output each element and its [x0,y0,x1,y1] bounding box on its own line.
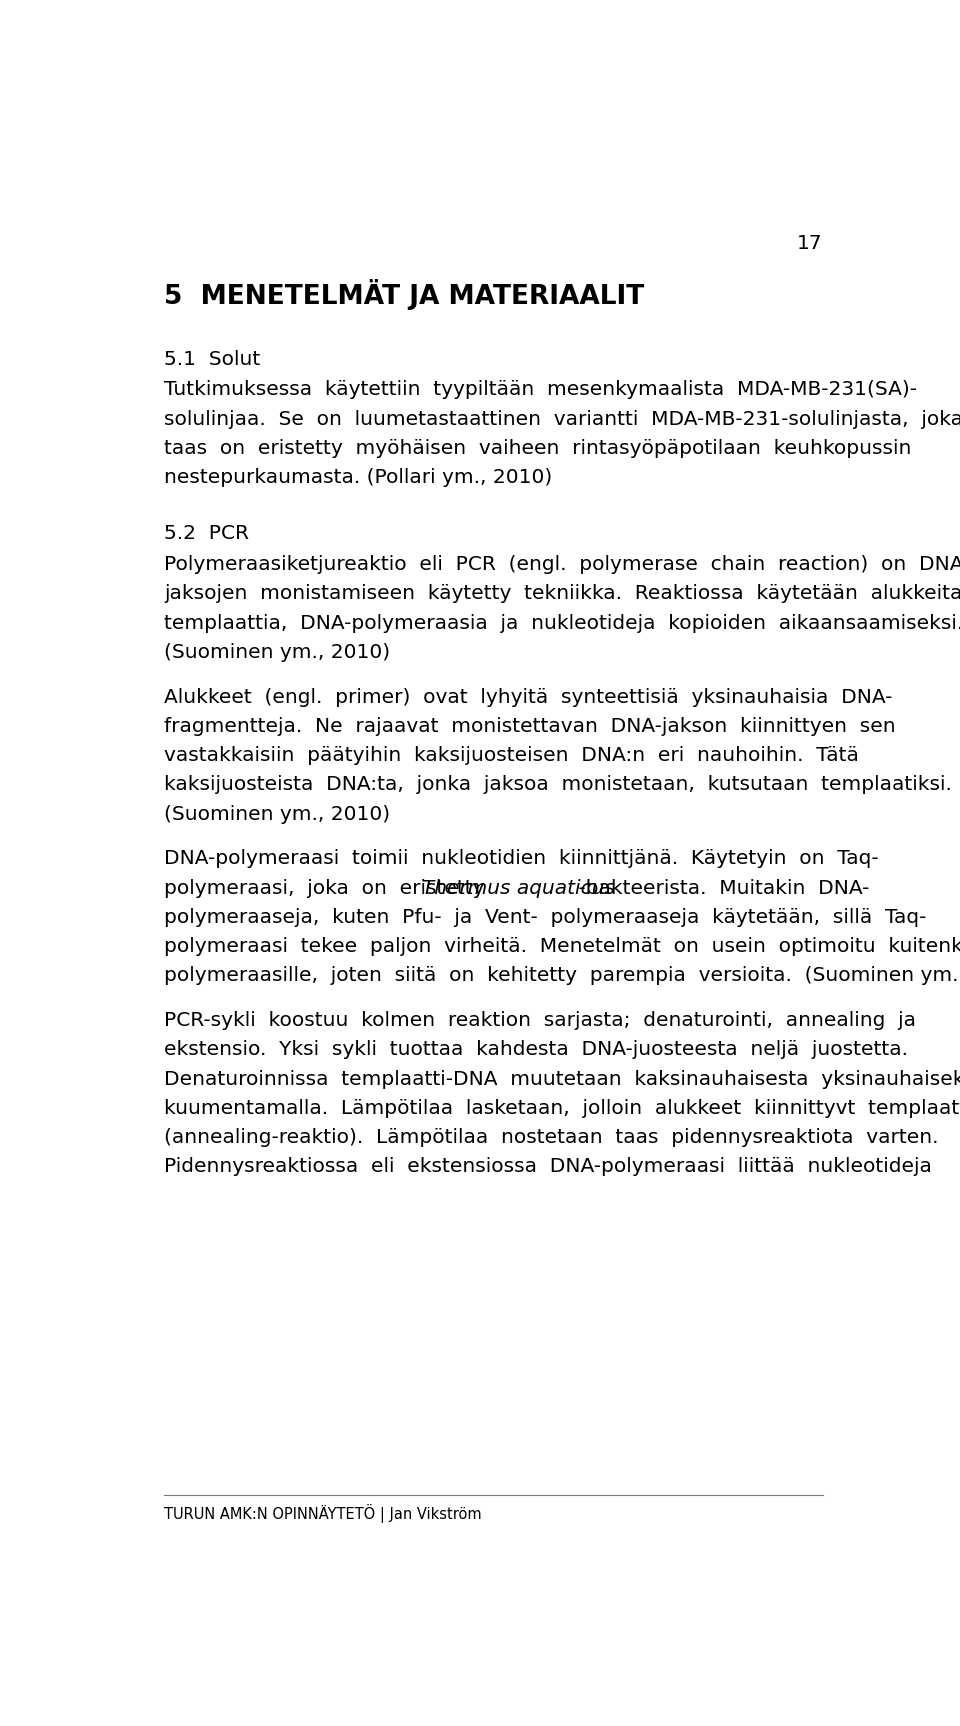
Text: TURUN AMK:N OPINNÄYTETÖ | Jan Vikström: TURUN AMK:N OPINNÄYTETÖ | Jan Vikström [164,1503,482,1522]
Text: ekstensio.  Yksi  sykli  tuottaa  kahdesta  DNA-juosteesta  neljä  juostetta.: ekstensio. Yksi sykli tuottaa kahdesta D… [164,1041,908,1060]
Text: 5  MENETELMÄT JA MATERIAALIT: 5 MENETELMÄT JA MATERIAALIT [164,278,644,309]
Text: 17: 17 [798,235,823,254]
Text: solulinjaa.  Se  on  luumetastaattinen  variantti  MDA-MB-231-solulinjasta,  jok: solulinjaa. Se on luumetastaattinen vari… [164,409,960,428]
Text: kaksijuosteista  DNA:ta,  jonka  jaksoa  monistetaan,  kutsutaan  templaatiksi.: kaksijuosteista DNA:ta, jonka jaksoa mon… [164,775,952,794]
Text: polymeraasille,  joten  siitä  on  kehitetty  parempia  versioita.  (Suominen ym: polymeraasille, joten siitä on kehitetty… [164,967,960,986]
Text: polymeraasi  tekee  paljon  virheitä.  Menetelmät  on  usein  optimoitu  kuitenk: polymeraasi tekee paljon virheitä. Menet… [164,937,960,956]
Text: Pidennysreaktiossa  eli  ekstensiossa  DNA-polymeraasi  liittää  nukleotideja: Pidennysreaktiossa eli ekstensiossa DNA-… [164,1158,932,1177]
Text: Polymeraasiketjureaktio  eli  PCR  (engl.  polymerase  chain  reaction)  on  DNA: Polymeraasiketjureaktio eli PCR (engl. p… [164,556,960,575]
Text: (Suominen ym., 2010): (Suominen ym., 2010) [164,804,391,823]
Text: templaattia,  DNA-polymeraasia  ja  nukleotideja  kopioiden  aikaansaamiseksi.: templaattia, DNA-polymeraasia ja nukleot… [164,614,960,633]
Text: taas  on  eristetty  myöhäisen  vaiheen  rintasyöpäpotilaan  keuhkopussin: taas on eristetty myöhäisen vaiheen rint… [164,438,912,457]
Text: jaksojen  monistamiseen  käytetty  tekniikka.  Reaktiossa  käytetään  alukkeita,: jaksojen monistamiseen käytetty tekniikk… [164,585,960,604]
Text: -bakteerista.  Muitakin  DNA-: -bakteerista. Muitakin DNA- [572,879,870,898]
Text: fragmentteja.  Ne  rajaavat  monistettavan  DNA-jakson  kiinnittyen  sen: fragmentteja. Ne rajaavat monistettavan … [164,716,896,735]
Text: (annealing-reaktio).  Lämpötilaa  nostetaan  taas  pidennysreaktiota  varten.: (annealing-reaktio). Lämpötilaa nostetaa… [164,1129,939,1148]
Text: Tutkimuksessa  käytettiin  tyypiltään  mesenkymaalista  MDA-MB-231(SA)-: Tutkimuksessa käytettiin tyypiltään mese… [164,380,917,399]
Text: Alukkeet  (engl.  primer)  ovat  lyhyitä  synteettisiä  yksinauhaisia  DNA-: Alukkeet (engl. primer) ovat lyhyitä syn… [164,687,893,706]
Text: 5.1  Solut: 5.1 Solut [164,350,260,369]
Text: 5.2  PCR: 5.2 PCR [164,525,250,544]
Text: Denaturoinnissa  templaatti-DNA  muutetaan  kaksinauhaisesta  yksinauhaiseksi: Denaturoinnissa templaatti-DNA muutetaan… [164,1070,960,1089]
Text: polymeraaseja,  kuten  Pfu-  ja  Vent-  polymeraaseja  käytetään,  sillä  Taq-: polymeraaseja, kuten Pfu- ja Vent- polym… [164,908,926,927]
Text: (Suominen ym., 2010): (Suominen ym., 2010) [164,644,391,663]
Text: PCR-sykli  koostuu  kolmen  reaktion  sarjasta;  denaturointi,  annealing  ja: PCR-sykli koostuu kolmen reaktion sarjas… [164,1011,916,1030]
Text: DNA-polymeraasi  toimii  nukleotidien  kiinnittjänä.  Käytetyin  on  Taq-: DNA-polymeraasi toimii nukleotidien kiin… [164,849,878,868]
Text: nestepurkaumasta. (Pollari ym., 2010): nestepurkaumasta. (Pollari ym., 2010) [164,468,552,487]
Text: vastakkaisiin  päätyihin  kaksijuosteisen  DNA:n  eri  nauhoihin.  Tätä: vastakkaisiin päätyihin kaksijuosteisen … [164,746,859,765]
Text: kuumentamalla.  Lämpötilaa  lasketaan,  jolloin  alukkeet  kiinnittyvt  templaat: kuumentamalla. Lämpötilaa lasketaan, jol… [164,1099,960,1118]
Text: Thermus aquaticus: Thermus aquaticus [422,879,615,898]
Text: polymeraasi,  joka  on  eristetty: polymeraasi, joka on eristetty [164,879,497,898]
